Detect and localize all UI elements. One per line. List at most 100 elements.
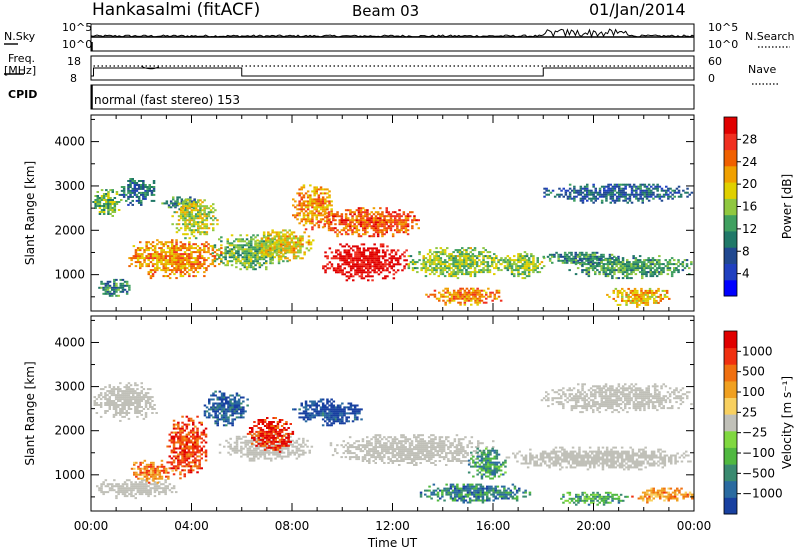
power-cell xyxy=(357,215,361,218)
power-cell xyxy=(640,301,643,304)
power-cell xyxy=(179,253,183,256)
power-cell xyxy=(279,247,283,250)
power-cell xyxy=(573,189,576,192)
power-cell xyxy=(194,205,198,208)
power-cell xyxy=(641,271,644,274)
power-cell xyxy=(233,254,236,257)
velocity-cell xyxy=(121,483,125,486)
power-cell xyxy=(558,193,561,196)
power-cell xyxy=(262,233,266,236)
velocity-cell xyxy=(147,481,151,484)
power-cell xyxy=(641,265,644,268)
power-cell xyxy=(279,239,283,242)
power-cell xyxy=(609,197,612,200)
power-cell xyxy=(267,236,270,239)
velocity-cell xyxy=(185,439,189,442)
velocity-cell xyxy=(93,396,96,399)
power-cell xyxy=(446,261,449,264)
power-cell xyxy=(104,286,108,289)
power-cell xyxy=(237,248,240,251)
power-cell xyxy=(177,203,181,206)
power-cell xyxy=(636,301,639,304)
power-cell xyxy=(456,277,460,280)
power-cell xyxy=(671,193,674,196)
power-cell xyxy=(302,202,306,205)
power-cell xyxy=(357,213,361,216)
power-cell xyxy=(277,239,281,242)
power-cell xyxy=(605,193,608,196)
power-cell xyxy=(288,237,291,240)
power-cell xyxy=(389,223,393,226)
power-cell xyxy=(106,290,110,293)
power-cell xyxy=(199,209,202,212)
power-cell xyxy=(327,221,331,224)
power-cell xyxy=(115,284,118,287)
power-cell xyxy=(463,291,467,294)
velocity-cell xyxy=(165,475,168,478)
velocity-cell xyxy=(114,402,118,404)
power-cell xyxy=(542,257,546,260)
power-cell xyxy=(349,259,353,262)
power-cell xyxy=(186,223,189,226)
velocity-cell xyxy=(177,439,180,442)
power-cell xyxy=(134,253,138,256)
power-cell xyxy=(527,269,531,272)
power-cell xyxy=(326,192,329,195)
power-cell xyxy=(482,247,485,250)
velocity-cell xyxy=(222,424,226,427)
power-cell xyxy=(247,258,251,261)
power-cell xyxy=(188,203,191,206)
power-cell xyxy=(452,261,455,264)
power-cell xyxy=(209,209,213,212)
power-cell xyxy=(173,257,176,260)
power-cell xyxy=(192,263,195,266)
power-cell xyxy=(349,229,352,232)
power-cell xyxy=(384,255,387,258)
velocity-cell xyxy=(235,416,239,419)
power-cell xyxy=(199,215,202,218)
velocity-cell xyxy=(145,481,148,484)
velocity-cell xyxy=(139,463,142,466)
velocity-cell xyxy=(125,394,128,397)
power-cell xyxy=(586,189,589,192)
velocity-cell xyxy=(106,491,110,494)
power-cell xyxy=(404,223,408,226)
power-cell xyxy=(216,223,219,226)
power-cell xyxy=(203,275,206,278)
power-cell xyxy=(184,199,187,202)
power-cell xyxy=(325,215,329,218)
power-cell xyxy=(551,261,554,264)
power-cell xyxy=(448,275,451,278)
power-cell xyxy=(315,216,318,219)
power-cell xyxy=(636,295,639,298)
power-cell xyxy=(622,183,625,186)
power-cell xyxy=(443,249,447,252)
velocity-cell xyxy=(222,408,226,411)
velocity-cell xyxy=(259,451,262,454)
power-cell xyxy=(177,247,180,250)
power-cell xyxy=(590,191,593,194)
power-cell xyxy=(385,207,388,210)
velocity-cell xyxy=(144,396,148,399)
velocity-cell xyxy=(150,475,153,478)
power-cell xyxy=(149,269,153,272)
velocity-cell xyxy=(172,447,176,450)
velocity-cell xyxy=(194,445,197,448)
velocity-cell xyxy=(144,392,148,395)
power-cell xyxy=(252,238,255,241)
power-cell xyxy=(457,293,460,296)
nave-dip xyxy=(140,65,160,70)
power-cell xyxy=(530,253,533,256)
power-cell xyxy=(139,247,142,250)
velocity-cell xyxy=(106,400,109,402)
power-cell xyxy=(330,214,333,217)
power-cell xyxy=(296,212,299,215)
power-cell xyxy=(647,189,651,192)
velocity-cell xyxy=(179,447,182,450)
power-cell xyxy=(351,215,354,218)
velocity-cell xyxy=(187,423,191,426)
power-cell xyxy=(100,199,104,201)
velocity-cell xyxy=(202,433,206,436)
power-scatter-region xyxy=(211,234,289,271)
